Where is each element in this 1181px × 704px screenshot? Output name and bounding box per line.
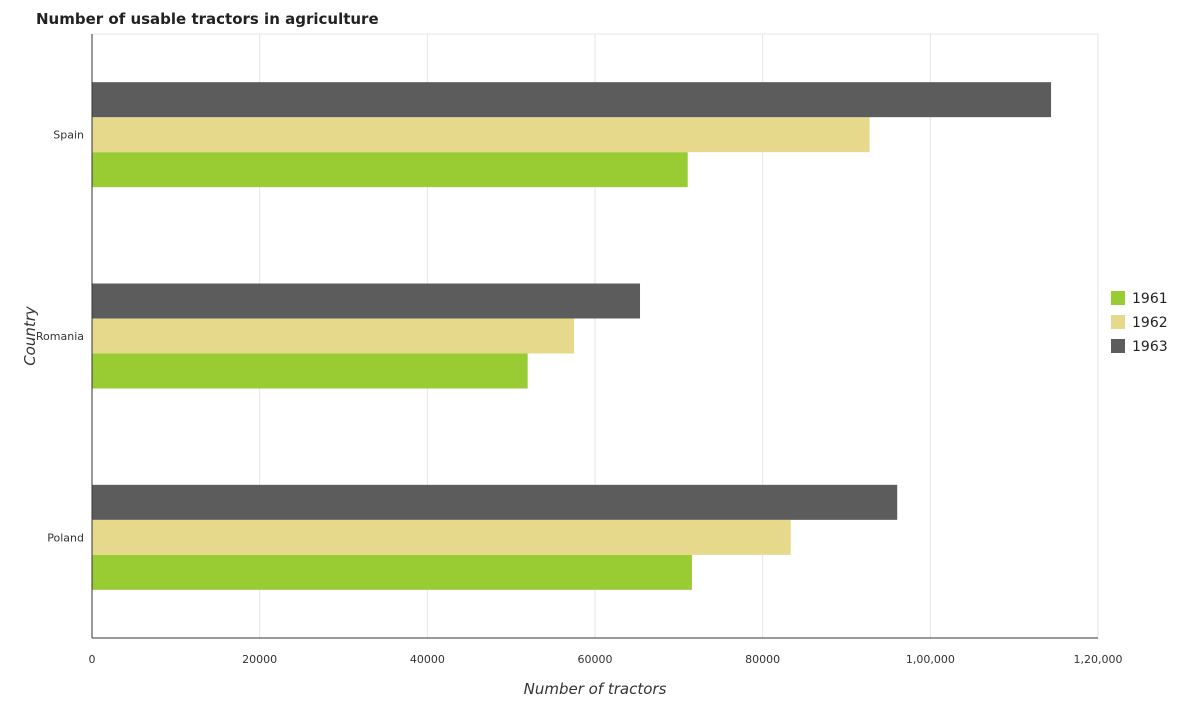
- x-tick-label: 1,20,000: [1074, 653, 1123, 666]
- y-tick-labels: Poland Romania Spain: [36, 129, 84, 545]
- legend-swatch: [1111, 291, 1125, 305]
- bar-poland-1961: [92, 554, 692, 590]
- bar-romania-1962: [92, 318, 575, 354]
- y-tick-label: Spain: [53, 129, 84, 142]
- x-tick-label: 20000: [242, 653, 277, 666]
- x-tick-label: 60000: [578, 653, 613, 666]
- legend-label: 1961: [1132, 291, 1168, 307]
- axes: [91, 34, 1098, 639]
- legend-label: 1962: [1132, 315, 1168, 331]
- y-tick-label: Poland: [47, 531, 84, 544]
- bar-romania-1963: [92, 283, 641, 319]
- legend-swatch: [1111, 315, 1125, 329]
- chart-title: Number of usable tractors in agriculture: [36, 10, 379, 28]
- x-tick-labels: 0 20000 40000 60000 80000 1,00,000 1,20,000: [89, 653, 1123, 666]
- legend: 1961 1962 1963: [1111, 291, 1168, 355]
- x-axis-title: Number of tractors: [524, 680, 667, 698]
- bars: [92, 82, 1052, 590]
- x-tick-label: 1,00,000: [906, 653, 955, 666]
- x-tick-label: 0: [89, 653, 96, 666]
- y-axis-title: Country: [21, 305, 39, 366]
- legend-swatch: [1111, 339, 1125, 353]
- bar-poland-1962: [92, 519, 791, 555]
- x-tick-label: 80000: [745, 653, 780, 666]
- bar-romania-1961: [92, 353, 528, 389]
- bar-poland-1963: [92, 484, 898, 520]
- legend-label: 1963: [1132, 339, 1168, 355]
- y-tick-label: Romania: [36, 330, 84, 343]
- x-tick-label: 40000: [410, 653, 445, 666]
- bar-spain-1961: [92, 152, 688, 188]
- bar-spain-1963: [92, 82, 1052, 118]
- bar-spain-1962: [92, 117, 870, 153]
